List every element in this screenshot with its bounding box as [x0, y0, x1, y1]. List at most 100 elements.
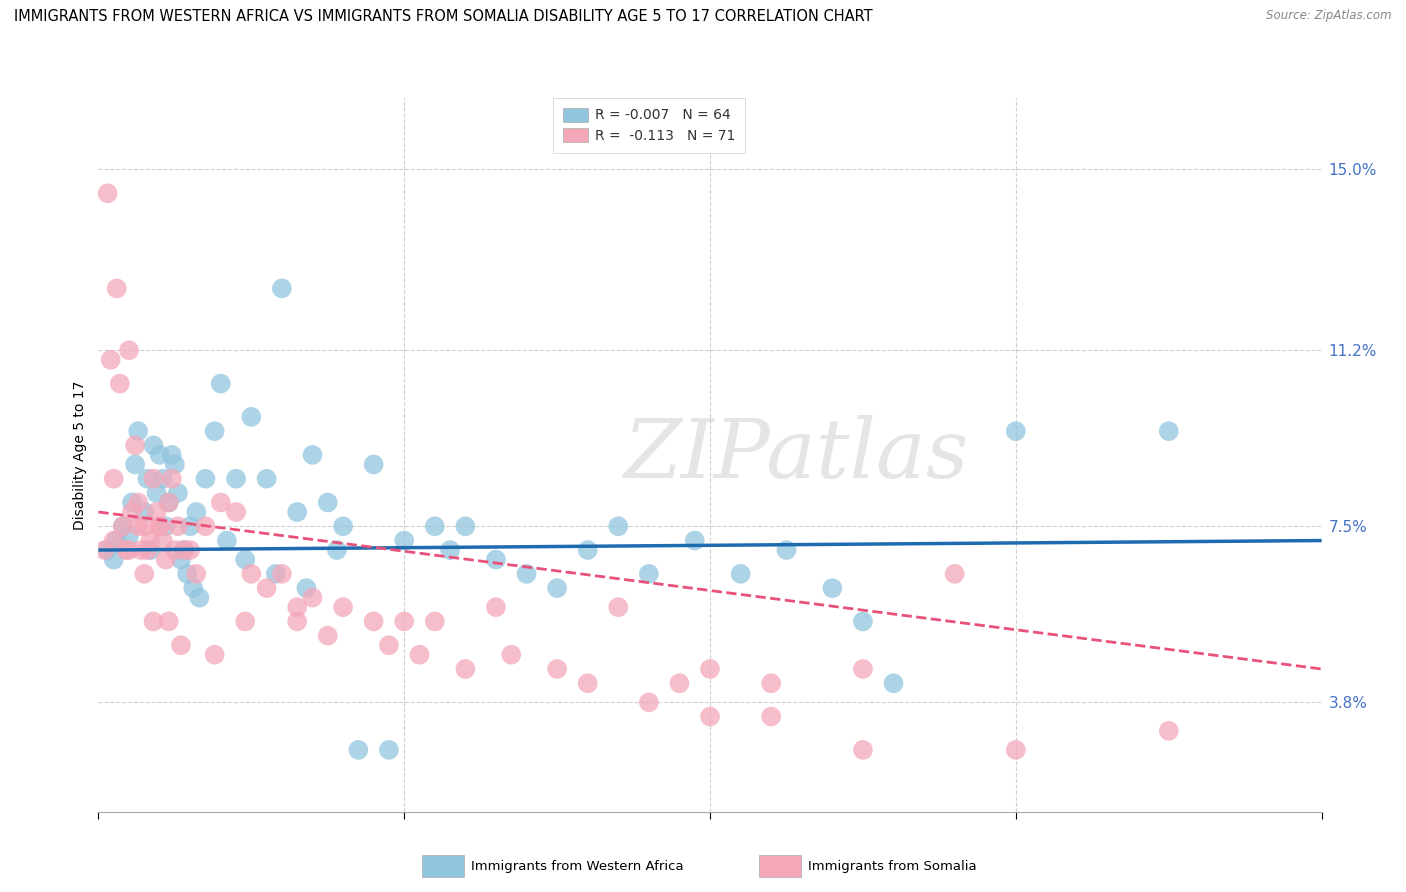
Point	[163, 458, 186, 472]
Point	[127, 519, 149, 533]
Point	[423, 615, 446, 629]
Point	[155, 552, 177, 566]
Point	[118, 529, 141, 543]
Point	[1004, 743, 1026, 757]
Point	[136, 543, 159, 558]
Point	[142, 615, 165, 629]
Point	[124, 438, 146, 452]
Point	[121, 505, 143, 519]
Point	[668, 676, 690, 690]
Text: Source: ZipAtlas.com: Source: ZipAtlas.com	[1267, 9, 1392, 22]
Y-axis label: Disability Age 5 to 17: Disability Age 5 to 17	[73, 380, 87, 530]
Point	[173, 543, 195, 558]
Point	[155, 519, 177, 533]
Point	[233, 615, 256, 629]
Point	[139, 533, 162, 548]
Point	[209, 376, 232, 391]
Point	[181, 581, 204, 595]
Point	[1157, 723, 1180, 738]
Point	[136, 472, 159, 486]
Point	[111, 519, 134, 533]
Point	[576, 676, 599, 690]
Point	[546, 662, 568, 676]
Point	[105, 533, 128, 548]
Point	[378, 638, 401, 652]
Point	[285, 615, 308, 629]
Point	[256, 581, 278, 595]
Point	[607, 600, 630, 615]
Point	[454, 662, 477, 676]
Point	[270, 281, 294, 295]
Point	[516, 566, 538, 581]
Point	[100, 352, 122, 367]
Point	[170, 552, 193, 566]
Point	[761, 709, 783, 723]
Point	[129, 543, 152, 558]
Point	[501, 648, 523, 662]
Point	[134, 566, 156, 581]
Point	[683, 533, 706, 548]
Point	[233, 552, 256, 566]
Point	[363, 458, 385, 472]
Text: ZIPatlas: ZIPatlas	[623, 415, 969, 495]
Point	[127, 495, 149, 509]
Point	[160, 472, 183, 486]
Point	[775, 543, 797, 558]
Point	[316, 495, 339, 509]
Point	[118, 543, 141, 558]
Point	[1004, 424, 1026, 438]
Point	[225, 505, 247, 519]
Point	[316, 629, 339, 643]
Point	[194, 472, 217, 486]
Point	[821, 581, 844, 595]
Point	[188, 591, 211, 605]
Point	[392, 533, 416, 548]
Point	[301, 591, 323, 605]
Point	[173, 543, 195, 558]
Point	[157, 615, 180, 629]
Point	[240, 409, 263, 424]
Point	[225, 472, 247, 486]
Point	[204, 648, 226, 662]
Point	[97, 186, 120, 201]
Point	[142, 438, 165, 452]
Point	[408, 648, 430, 662]
Point	[363, 615, 385, 629]
Point	[134, 519, 156, 533]
Point	[149, 519, 172, 533]
Point	[546, 581, 568, 595]
Point	[139, 543, 162, 558]
Point	[295, 581, 318, 595]
Point	[264, 566, 287, 581]
Point	[115, 543, 138, 558]
Text: Immigrants from Somalia: Immigrants from Somalia	[808, 860, 977, 872]
Point	[152, 472, 174, 486]
Point	[186, 566, 208, 581]
Point	[285, 505, 308, 519]
Point	[167, 486, 190, 500]
Point	[883, 676, 905, 690]
Point	[93, 543, 115, 558]
Point	[103, 552, 125, 566]
Point	[332, 519, 354, 533]
Text: Immigrants from Western Africa: Immigrants from Western Africa	[471, 860, 683, 872]
Point	[108, 376, 131, 391]
Point	[152, 533, 174, 548]
Point	[103, 472, 125, 486]
Point	[730, 566, 752, 581]
Point	[170, 638, 193, 652]
Point	[127, 424, 149, 438]
Point	[256, 472, 278, 486]
Point	[121, 495, 143, 509]
Point	[179, 543, 201, 558]
Point	[118, 343, 141, 358]
Point	[638, 566, 661, 581]
Point	[160, 448, 183, 462]
Point	[326, 543, 349, 558]
Point	[638, 695, 661, 709]
Point	[142, 472, 165, 486]
Point	[176, 566, 198, 581]
Point	[149, 519, 172, 533]
Point	[145, 486, 167, 500]
Point	[105, 281, 128, 295]
